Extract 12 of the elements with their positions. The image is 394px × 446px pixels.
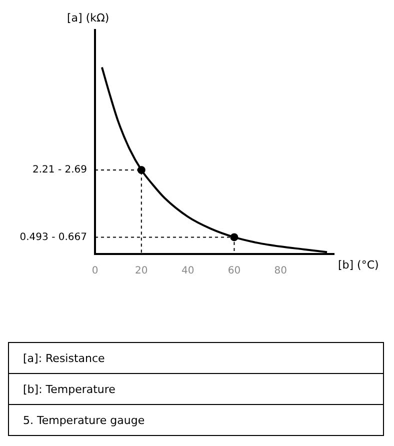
text: 0.493 - 0.667 — [20, 232, 87, 243]
text: [b]: Temperature — [8, 374, 384, 404]
x-tick-label: 20 — [135, 266, 148, 277]
x-axis-title: [b] (°C) — [338, 258, 379, 272]
x-tick-label: 80 — [274, 266, 287, 277]
x-tick-label: 40 — [181, 266, 194, 277]
y-axis-title: [a] (kΩ) — [67, 11, 110, 24]
x-tick-label: 60 — [228, 266, 241, 277]
text: [a]: Resistance — [8, 342, 384, 374]
text: 2.21 - 2.69 — [32, 164, 87, 176]
x-tick-label: 0 — [92, 266, 98, 277]
text: 5. Temperature gauge — [8, 404, 384, 436]
